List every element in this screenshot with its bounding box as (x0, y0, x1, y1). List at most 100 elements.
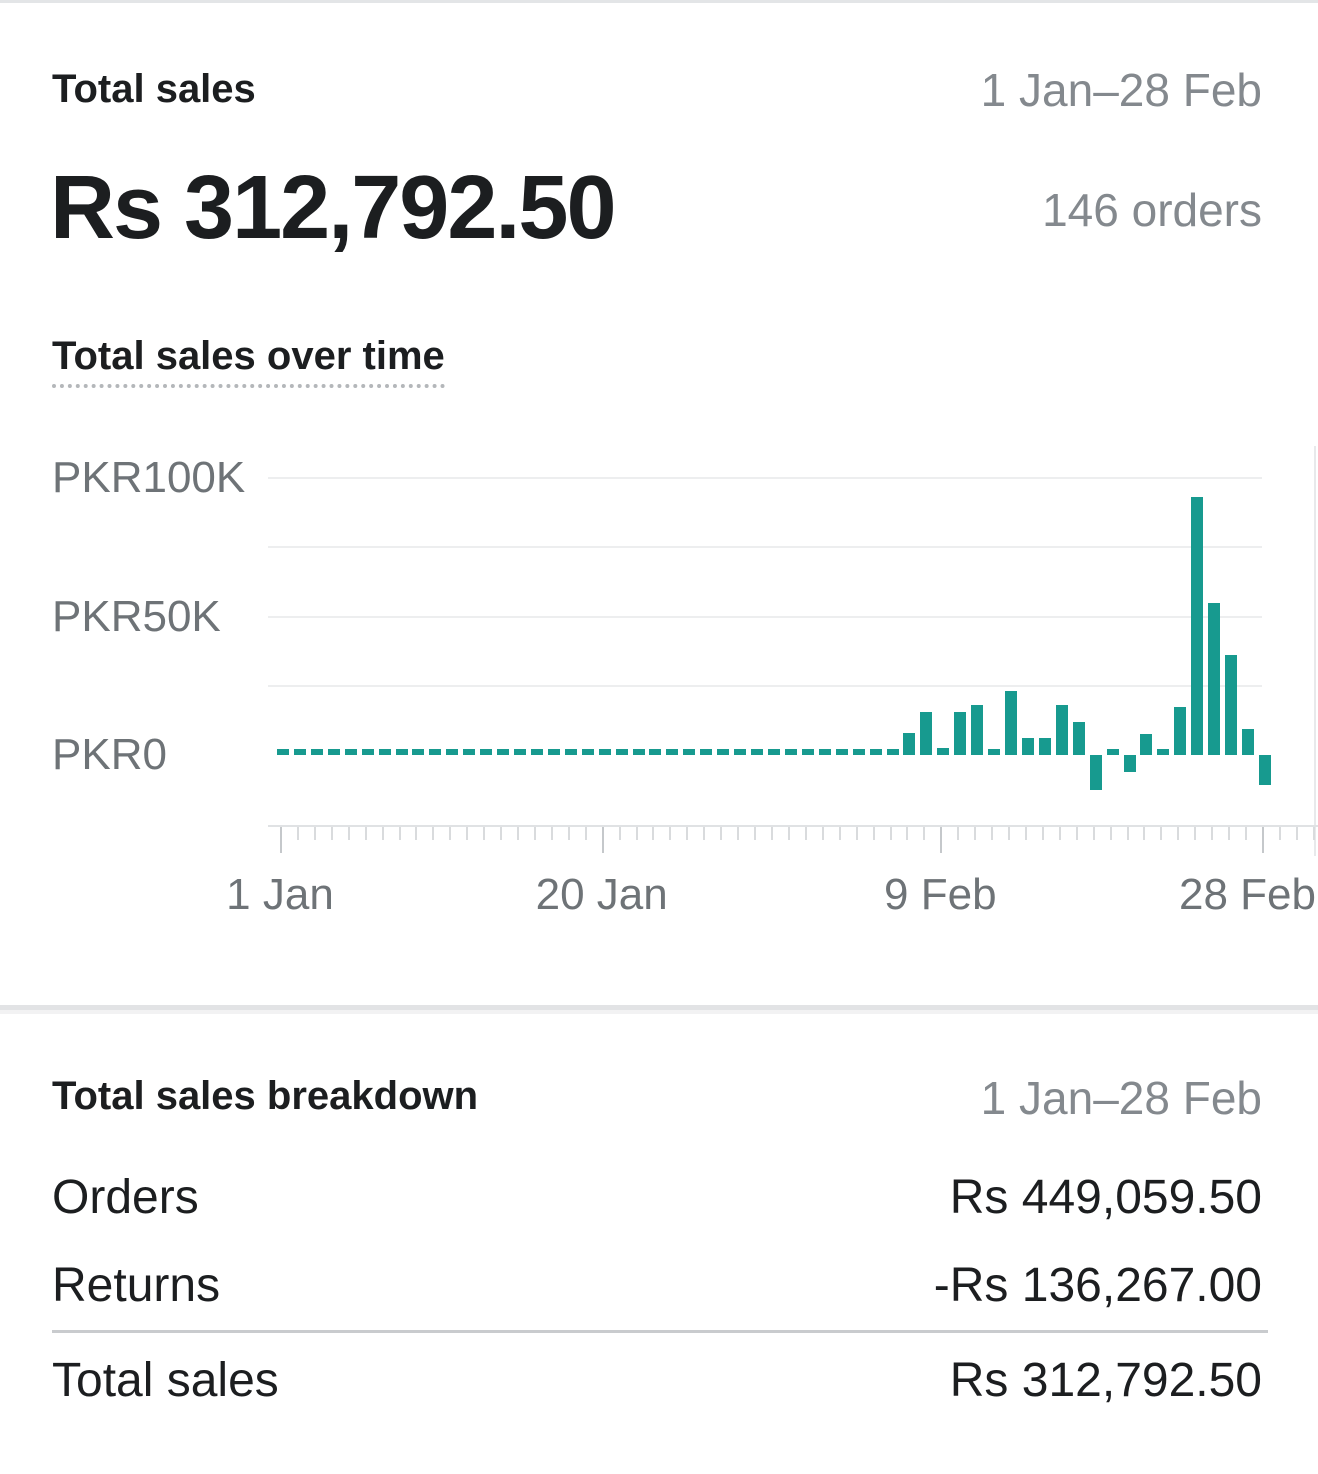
chart-bar[interactable] (666, 749, 679, 755)
chart-bar[interactable] (886, 749, 899, 755)
chart-bar[interactable] (327, 749, 340, 755)
chart-bar[interactable] (1089, 755, 1102, 790)
chart-bar[interactable] (1208, 602, 1221, 755)
axis-tick (821, 827, 824, 840)
chart-bar[interactable] (463, 749, 476, 755)
chart-bar[interactable] (1191, 497, 1204, 755)
axis-tick (517, 827, 520, 840)
chart-bar[interactable] (801, 749, 814, 755)
chart-bar[interactable] (395, 749, 408, 755)
axis-tick (957, 827, 960, 840)
chart-bar[interactable] (412, 749, 425, 755)
chart-bar[interactable] (1106, 749, 1119, 755)
axis-tick (618, 827, 621, 840)
axis-tick (415, 827, 418, 840)
axis-tick (1143, 827, 1146, 840)
chart-bar[interactable] (1021, 738, 1034, 755)
chart-bar[interactable] (480, 749, 493, 755)
axis-tick (1092, 827, 1095, 840)
chart-bar[interactable] (530, 749, 543, 755)
chart-bar[interactable] (1038, 738, 1051, 755)
chart-bar[interactable] (954, 712, 967, 755)
axis-tick (483, 827, 486, 840)
chart-bar[interactable] (1242, 728, 1255, 755)
chart-bar[interactable] (514, 749, 527, 755)
chart-bar[interactable] (547, 749, 560, 755)
chart-bar[interactable] (700, 749, 713, 755)
chart-bar[interactable] (632, 749, 645, 755)
chart-bar[interactable] (717, 749, 730, 755)
chart-bar[interactable] (683, 749, 696, 755)
axis-tick (754, 827, 757, 840)
chart-bar[interactable] (1174, 706, 1187, 755)
chart-bar[interactable] (446, 749, 459, 755)
axis-tick (533, 827, 536, 840)
chart-bar[interactable] (852, 749, 865, 755)
axis-tick (720, 827, 723, 840)
chart-bar[interactable] (818, 749, 831, 755)
axis-tick (770, 827, 773, 840)
axis-tick (1109, 827, 1112, 840)
axis-tick (381, 827, 384, 840)
y-axis-label: PKR100K (52, 453, 246, 502)
chart-bar[interactable] (1225, 655, 1238, 755)
chart-bar[interactable] (920, 712, 933, 755)
chart-bar[interactable] (1157, 749, 1170, 755)
axis-tick-major (940, 827, 943, 853)
axis-tick (1228, 827, 1231, 840)
gridline (268, 477, 1262, 479)
chart-bar[interactable] (581, 749, 594, 755)
chart-bar[interactable] (344, 749, 357, 755)
chart-right-border (1314, 446, 1316, 856)
axis-tick (313, 827, 316, 840)
orders-row-value: Rs 449,059.50 (949, 1171, 1262, 1224)
axis-tick (1008, 827, 1011, 840)
breakdown-date-range: 1 Jan–28 Feb (980, 1072, 1262, 1124)
chart-bar[interactable] (1005, 691, 1018, 755)
chart-bar[interactable] (564, 749, 577, 755)
chart-bar[interactable] (615, 749, 628, 755)
axis-tick-major (601, 827, 604, 853)
chart-bar[interactable] (598, 749, 611, 755)
axis-tick (466, 827, 469, 840)
y-axis-label: PKR0 (52, 730, 167, 779)
chart-bar[interactable] (903, 732, 916, 755)
chart-bar[interactable] (988, 749, 1001, 755)
axis-tick (686, 827, 689, 840)
axis-tick (923, 827, 926, 840)
chart-bar[interactable] (1258, 755, 1271, 786)
chart-bar[interactable] (1055, 705, 1068, 755)
chart-bar[interactable] (1140, 734, 1153, 755)
axis-tick (1126, 827, 1129, 840)
chart-bar[interactable] (835, 749, 848, 755)
chart-bar[interactable] (429, 749, 442, 755)
chart-title[interactable]: Total sales over time (52, 336, 445, 388)
chart-bar[interactable] (1123, 755, 1136, 772)
breakdown-divider (52, 1330, 1268, 1333)
chart-bar[interactable] (293, 749, 306, 755)
chart-bar[interactable] (378, 749, 391, 755)
chart-bar[interactable] (971, 705, 984, 755)
axis-tick (398, 827, 401, 840)
date-range: 1 Jan–28 Feb (980, 64, 1262, 116)
axis-tick (550, 827, 553, 840)
axis-tick (432, 827, 435, 840)
x-axis-line (268, 825, 1318, 827)
chart-bar[interactable] (310, 749, 323, 755)
chart-bar[interactable] (784, 749, 797, 755)
axis-tick (635, 827, 638, 840)
axis-tick (703, 827, 706, 840)
chart-bar[interactable] (1072, 721, 1085, 755)
chart-bar[interactable] (751, 749, 764, 755)
chart-bar[interactable] (277, 749, 289, 755)
axis-tick (449, 827, 452, 840)
chart-bar[interactable] (361, 749, 374, 755)
chart-bar[interactable] (937, 748, 950, 755)
axis-tick (991, 827, 994, 840)
chart-bar[interactable] (767, 749, 780, 755)
axis-tick-major (280, 827, 282, 853)
chart-bar[interactable] (649, 749, 662, 755)
chart-bar[interactable] (869, 749, 882, 755)
chart-bar[interactable] (497, 749, 510, 755)
chart-bar[interactable] (734, 749, 747, 755)
